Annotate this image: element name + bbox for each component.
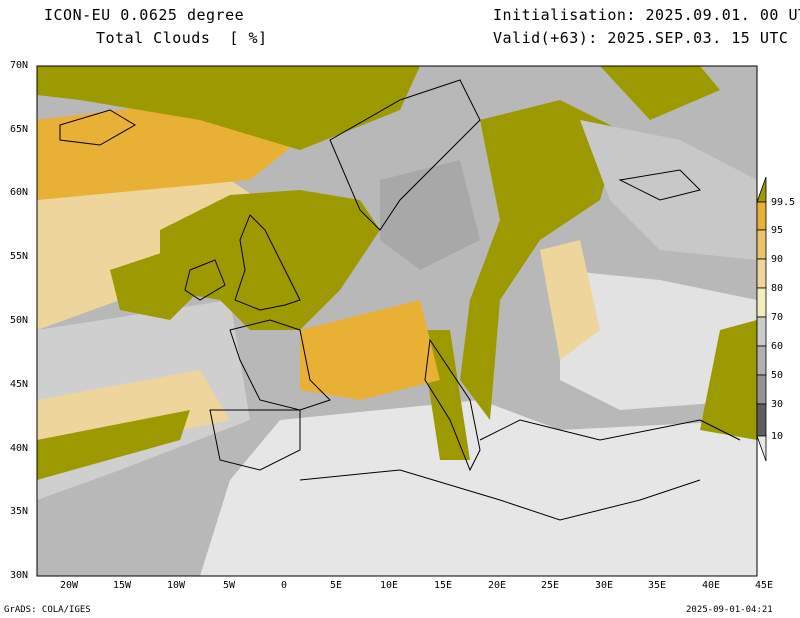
lon-label: 15W — [113, 580, 132, 591]
lon-label: 5E — [330, 580, 343, 591]
lat-label: 55N — [10, 251, 29, 262]
lon-label: 40E — [702, 580, 721, 591]
valid-time: Valid(+63): 2025.SEP.03. 15 UTC — [493, 29, 789, 47]
lat-label: 60N — [10, 187, 29, 198]
lat-label: 35N — [10, 506, 29, 517]
footer-timestamp: 2025-09-01-04:21 — [686, 605, 773, 615]
model-title: ICON-EU 0.0625 degree — [44, 6, 245, 24]
variable-title: Total Clouds [ %] — [96, 29, 268, 47]
lon-label: 35E — [648, 580, 667, 591]
legend-label: 80 — [771, 283, 784, 294]
lon-label: 0 — [281, 580, 288, 591]
lon-label: 10W — [167, 580, 186, 591]
legend-label: 99.5 — [771, 197, 796, 208]
lat-label: 65N — [10, 124, 29, 135]
legend-label: 70 — [771, 312, 784, 323]
legend-label: 50 — [771, 370, 784, 381]
lat-label: 50N — [10, 315, 29, 326]
lat-label: 40N — [10, 443, 29, 454]
lon-label: 20E — [488, 580, 507, 591]
lat-label: 45N — [10, 379, 29, 390]
colorbar-swatch — [756, 287, 767, 318]
colorbar-swatch — [756, 229, 767, 260]
lon-label: 45E — [755, 580, 774, 591]
lon-label: 20W — [60, 580, 79, 591]
lon-label: 5W — [223, 580, 236, 591]
lon-label: 15E — [434, 580, 453, 591]
lon-label: 30E — [595, 580, 614, 591]
colorbar-over — [756, 176, 767, 203]
lon-label: 10E — [380, 580, 399, 591]
init-time: Initialisation: 2025.09.01. 00 UTC — [493, 6, 800, 24]
lat-label: 30N — [10, 570, 29, 581]
colorbar-swatch — [756, 345, 767, 376]
colorbar — [756, 176, 767, 462]
legend-label: 60 — [771, 341, 784, 352]
legend-label: 90 — [771, 254, 784, 265]
legend-label: 10 — [771, 431, 784, 442]
colorbar-swatch — [756, 374, 767, 405]
footer-credit: GrADS: COLA/IGES — [4, 605, 91, 615]
colorbar-swatch — [756, 201, 767, 231]
lat-label: 70N — [10, 60, 29, 71]
colorbar-swatch — [756, 316, 767, 347]
colorbar-swatch — [756, 258, 767, 289]
legend-label: 95 — [771, 225, 784, 236]
legend-label: 30 — [771, 399, 784, 410]
cloud-field — [37, 66, 757, 576]
coastlines — [59, 79, 741, 521]
lon-label: 25E — [541, 580, 560, 591]
colorbar-swatch — [756, 403, 767, 437]
colorbar-under — [756, 435, 767, 462]
